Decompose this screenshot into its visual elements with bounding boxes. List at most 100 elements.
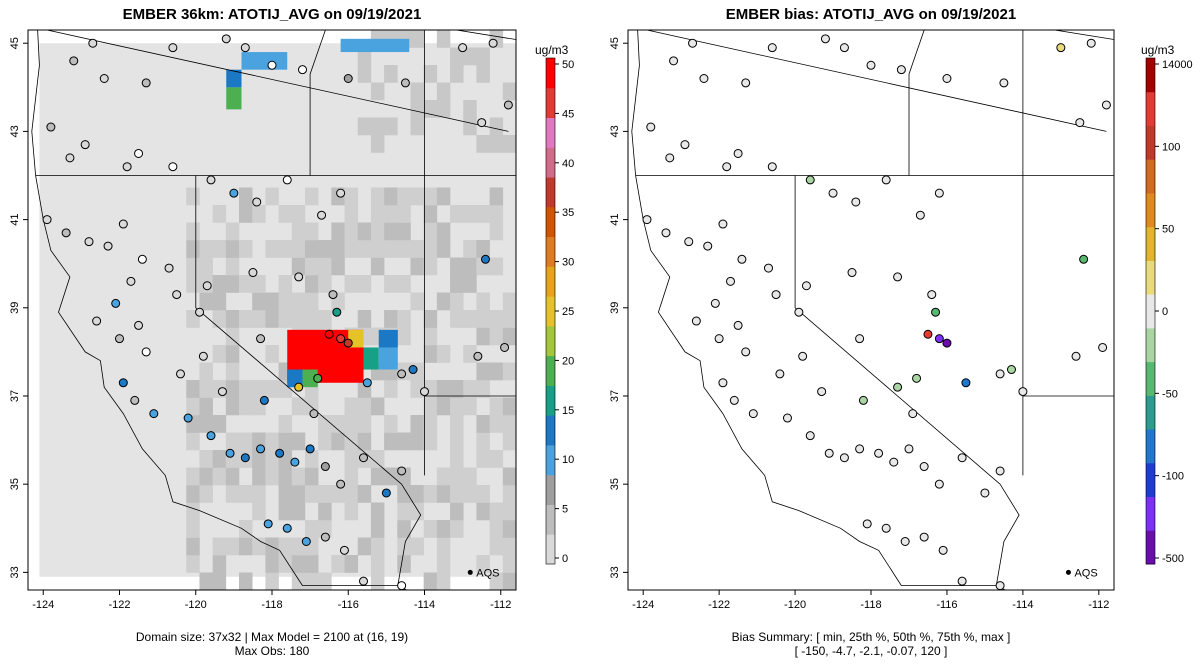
grid-cell <box>436 537 451 556</box>
grid-cell <box>304 240 319 258</box>
grid-cell <box>476 65 490 83</box>
grid-cell <box>265 187 279 206</box>
grid-cell <box>463 485 477 503</box>
grid-cell <box>370 572 385 590</box>
grid-cell <box>265 345 279 363</box>
bias-site-marker <box>642 215 652 225</box>
grid-cell <box>225 397 240 416</box>
grid-cell <box>225 310 240 328</box>
grid-cell <box>239 572 253 590</box>
bias-site-marker <box>703 241 713 251</box>
grid-cell <box>436 82 451 101</box>
obs-site-marker <box>225 448 235 458</box>
grid-cell <box>476 485 490 503</box>
obs-site-marker <box>305 444 315 454</box>
grid-cell <box>252 485 266 503</box>
grid-cell <box>436 572 451 590</box>
colorbar-tick-label: 45 <box>562 108 574 120</box>
grid-cell <box>423 485 438 503</box>
bias-site-marker <box>900 536 910 546</box>
grid-cell <box>344 397 359 416</box>
obs-site-marker <box>420 387 429 397</box>
y-tick-label: 33 <box>609 566 621 578</box>
obs-site-marker <box>359 576 368 586</box>
colorbar-swatch <box>1146 395 1155 430</box>
grid-cell <box>397 520 411 538</box>
bias-site-marker <box>737 254 747 264</box>
grid-cell <box>370 467 385 486</box>
bias-site-marker <box>839 43 849 53</box>
grid-cell <box>278 292 293 311</box>
grid-cell <box>397 327 411 346</box>
grid-cell <box>212 275 227 293</box>
obs-site-marker <box>500 342 510 352</box>
grid-cell <box>397 537 411 556</box>
grid-cell <box>212 537 227 556</box>
grid-cell <box>199 380 213 398</box>
grid-cell <box>239 485 253 503</box>
grid-cell <box>186 537 200 556</box>
state-boundary-line <box>47 30 509 132</box>
obs-site-marker <box>172 290 182 300</box>
bias-site-marker <box>817 387 827 397</box>
left-caption: Domain size: 37x32 | Max Model = 2100 at… <box>28 630 516 658</box>
grid-cell <box>304 257 319 276</box>
obs-site-marker <box>164 263 174 273</box>
x-tick-label: -124 <box>632 599 654 611</box>
grid-cell <box>410 485 424 503</box>
colorbar-swatch <box>1146 91 1155 126</box>
grid-cell <box>265 380 279 398</box>
y-tick-label: 45 <box>609 37 621 49</box>
grid-cell <box>502 82 516 101</box>
boundary-line <box>453 30 516 40</box>
grid-cell <box>436 30 451 48</box>
grid-cell <box>397 432 411 451</box>
grid-cell <box>410 187 424 206</box>
colorbar-tick-label: 35 <box>562 207 574 219</box>
obs-site-marker <box>408 365 418 375</box>
grid-cell <box>186 187 200 206</box>
aqs-legend-label: AQS <box>1074 567 1097 579</box>
grid-cell <box>357 415 372 433</box>
obs-site-marker <box>92 316 102 326</box>
aqs-legend-dot <box>1065 569 1071 575</box>
max-obs: Max Obs: 180 <box>234 644 310 658</box>
colorbar-swatch <box>546 266 555 297</box>
bias-site-marker <box>881 523 891 533</box>
colorbar-swatch <box>1146 294 1155 329</box>
grid-cell <box>252 292 266 311</box>
bias-site-marker <box>893 272 903 282</box>
obs-site-marker <box>115 334 124 344</box>
bias-site-marker <box>938 545 948 555</box>
grid-cell <box>331 222 345 241</box>
grid-cell <box>502 572 516 590</box>
bias-site-marker <box>881 175 891 185</box>
grid-cell <box>410 432 424 451</box>
grid-cell <box>265 555 279 573</box>
bias-site-marker <box>718 219 728 229</box>
grid-cell <box>450 47 464 66</box>
bias-site-marker <box>980 488 990 498</box>
grid-cell <box>239 380 253 398</box>
grid-cell <box>450 65 464 83</box>
bias-site-marker <box>896 65 906 75</box>
obs-site-marker <box>328 290 338 300</box>
colorbar-swatch <box>546 444 555 476</box>
bias-site-marker <box>957 453 967 463</box>
obs-site-marker <box>61 228 71 238</box>
bias-site-marker <box>718 378 728 388</box>
grid-cell <box>344 187 359 206</box>
grid-cell <box>344 450 359 468</box>
grid-cell <box>344 275 359 293</box>
obs-site-marker <box>126 276 136 286</box>
y-tick-label: 43 <box>609 125 621 137</box>
grid-cell <box>212 467 227 486</box>
bias-site-marker <box>669 56 679 66</box>
obs-site-marker <box>381 488 391 498</box>
grid-cell <box>384 310 398 328</box>
bias-site-marker <box>741 78 751 88</box>
grid-cell <box>291 467 306 486</box>
grid-cell <box>370 222 385 241</box>
x-tick-label: -112 <box>490 599 511 611</box>
